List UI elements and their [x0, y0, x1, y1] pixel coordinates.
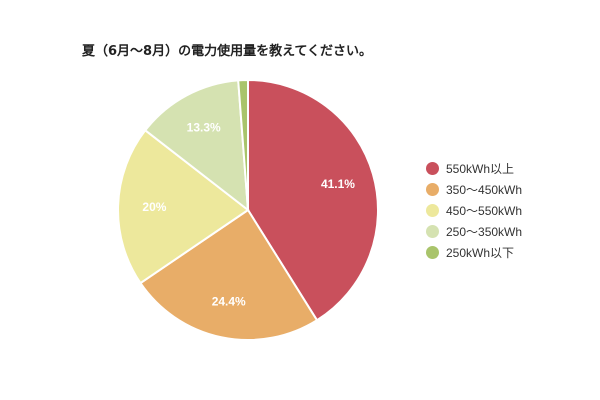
- legend-marker-icon: [426, 225, 439, 238]
- pie-slice-2: [117, 128, 250, 285]
- legend-label: 250〜350kWh: [446, 225, 523, 239]
- legend-label: 250kWh以下: [446, 246, 515, 260]
- pie-slice-3: [143, 79, 250, 213]
- legend-label: 450〜550kWh: [446, 204, 523, 218]
- legend-item: 250〜350kWh: [426, 221, 522, 242]
- legend-marker-icon: [426, 204, 439, 217]
- chart-title: 夏（6月〜8月）の電力使用量を教えてください。: [82, 44, 373, 59]
- data-label-2: 20%: [142, 200, 166, 214]
- legend-item: 550kWh以上: [426, 158, 522, 179]
- legend-label: 350〜450kWh: [446, 183, 523, 197]
- legend-item: 350〜450kWh: [426, 179, 522, 200]
- data-label-3: 13.3%: [187, 121, 221, 135]
- legend-marker-icon: [426, 246, 439, 259]
- legend-item: 450〜550kWh: [426, 200, 522, 221]
- legend-item: 250kWh以下: [426, 242, 522, 263]
- pie-slice-4: [237, 78, 249, 211]
- data-label-0: 41.1%: [321, 177, 355, 191]
- legend-marker-icon: [426, 162, 439, 175]
- legend-marker-icon: [426, 183, 439, 196]
- legend-label: 550kWh以上: [446, 162, 515, 176]
- legend: 550kWh以上 350〜450kWh 450〜550kWh 250〜350kWh 25…: [426, 158, 522, 263]
- data-label-1: 24.4%: [212, 295, 246, 309]
- pie-slice-1: [139, 208, 319, 341]
